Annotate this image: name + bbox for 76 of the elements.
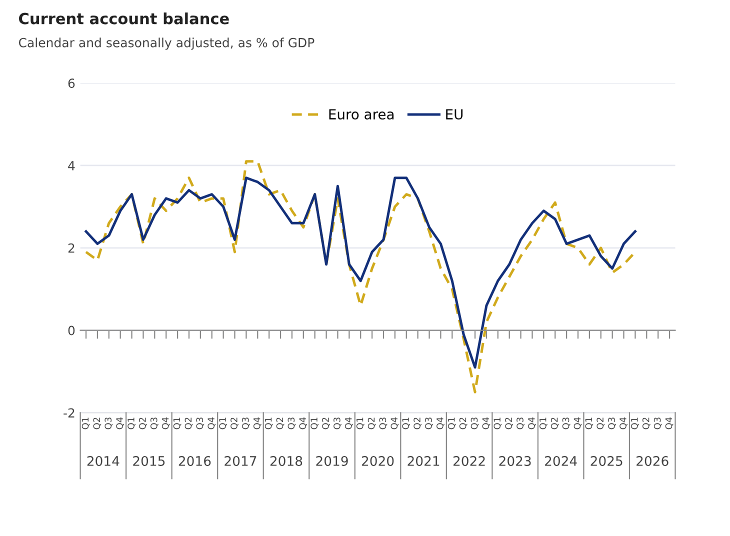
x-tick-label: Q2	[230, 418, 238, 430]
legend-label: Euro area	[329, 109, 394, 120]
text: 2025	[590, 456, 622, 466]
x-tick-label: Q3	[379, 418, 388, 430]
x-tick-label: Q2	[414, 418, 422, 430]
text: 2016	[178, 456, 211, 466]
x-tick-label: Q3	[516, 418, 524, 430]
x-tick-label: Q2	[505, 418, 514, 430]
x-tick-label: Q4	[116, 417, 124, 430]
y-tick-label: 6	[68, 78, 75, 88]
x-tick-label: Q4	[574, 417, 582, 430]
y-tick-label: 4	[68, 161, 75, 170]
x-tick-label: Q2	[276, 418, 284, 430]
x-tick-label: Q3	[104, 418, 113, 430]
x-tick-label: Q1	[219, 418, 227, 430]
x-tick-label: Q2	[93, 418, 102, 430]
chart-title: Current account balance	[19, 12, 229, 24]
x-tick-label: Q4	[436, 417, 444, 430]
x-tick-label: Q1	[264, 418, 273, 430]
line-series	[84, 176, 636, 369]
text: 2017	[224, 456, 256, 466]
x-tick-label: Q2	[184, 418, 193, 430]
x-tick-label: Q2	[139, 418, 147, 430]
x-tick-label: Q1	[585, 418, 594, 430]
text: 2014	[87, 456, 120, 466]
x-tick-label: Q4	[390, 417, 399, 430]
x-tick-label: Q1	[82, 418, 90, 430]
x-tick-label: Q4	[344, 417, 353, 430]
text: 2026	[636, 456, 668, 466]
y-tick-label: 2	[68, 243, 74, 253]
x-tick-label: Q1	[494, 418, 502, 430]
text: 2015	[133, 456, 165, 466]
x-tick-label: Q1	[128, 418, 136, 430]
x-tick-label: Q2	[459, 418, 468, 430]
text: 2019	[316, 456, 348, 466]
y-tick-label: 0	[68, 326, 75, 336]
chart-subtitle: Calendar and seasonally adjusted, as % of GDP	[18, 38, 314, 50]
x-tick-label: Q3	[608, 418, 616, 430]
x-tick-label: Q1	[539, 418, 548, 430]
x-tick-label: Q4	[665, 417, 674, 430]
x-tick-label: Q1	[173, 418, 182, 430]
x-tick-label: Q1	[630, 418, 639, 430]
x-tick-label: Q3	[288, 418, 296, 430]
x-tick-label: Q1	[402, 418, 410, 430]
x-tick-label: Q4	[620, 417, 628, 430]
text: 2020	[362, 456, 394, 466]
x-tick-label: Q2	[368, 418, 376, 430]
x-tick-label: Q1	[310, 418, 318, 430]
text: 2021	[408, 456, 440, 466]
x-tick-label: Q3	[150, 418, 158, 430]
legend-label: EU	[446, 109, 463, 120]
x-tick-label: Q3	[425, 418, 433, 430]
x-tick-label: Q1	[356, 418, 364, 430]
x-tick-label: Q2	[596, 418, 605, 430]
line-series	[84, 160, 636, 394]
x-tick-label: Q2	[322, 418, 330, 430]
x-tick-label: Q4	[299, 417, 308, 430]
x-tick-label: Q3	[470, 418, 479, 430]
y-tick-label: -2	[64, 408, 74, 418]
text: 2024	[545, 456, 577, 466]
x-tick-label: Q4	[482, 417, 490, 430]
text: 2018	[270, 456, 302, 466]
text: 2022	[453, 456, 485, 466]
x-tick-label: Q4	[253, 417, 262, 430]
x-tick-label: Q3	[334, 418, 342, 430]
x-tick-label: Q3	[242, 418, 250, 430]
x-tick-label: Q2	[550, 418, 559, 430]
x-tick-label: Q3	[196, 418, 204, 430]
x-tick-label: Q1	[448, 418, 456, 430]
x-tick-label: Q2	[642, 418, 650, 430]
x-tick-label: Q3	[654, 418, 662, 430]
x-tick-label: Q4	[162, 417, 170, 430]
x-tick-label: Q4	[208, 417, 216, 430]
x-tick-label: Q3	[562, 418, 570, 430]
text: 2023	[499, 456, 531, 466]
x-tick-label: Q4	[528, 417, 536, 430]
